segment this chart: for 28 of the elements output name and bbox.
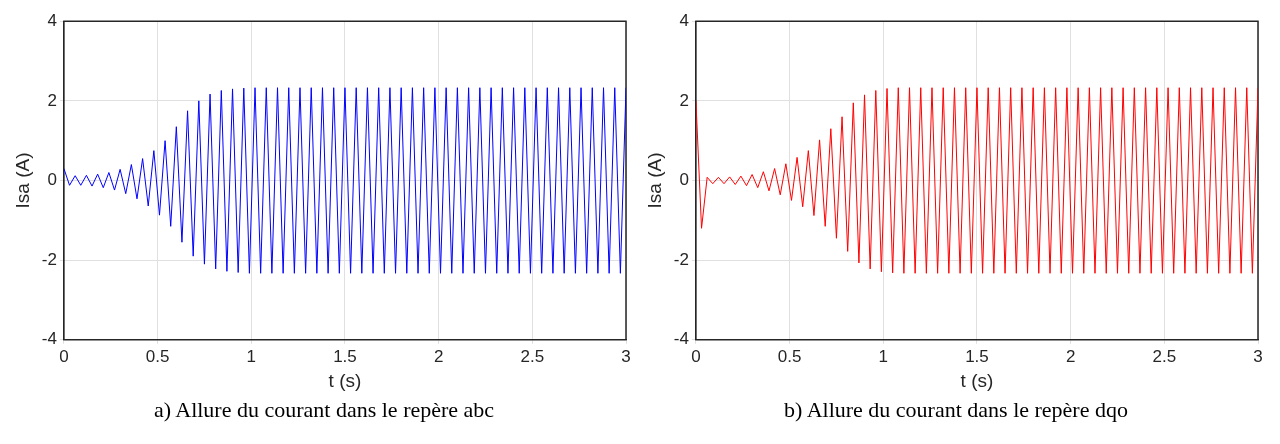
y-tick-label: 0 [47,170,57,190]
x-tick-label: 1 [878,346,889,366]
y-tick-label: 2 [679,90,689,110]
y-tick-label: -4 [41,329,57,349]
y-axis-title: Isa (A) [11,152,33,209]
x-tick-label: 1.5 [333,346,357,366]
x-tick-label: 0.5 [145,346,170,366]
x-tick-label: 2.5 [1152,346,1177,366]
x-tick-label: 2.5 [520,346,545,366]
x-tick-label: 3 [1253,346,1263,366]
text: b) Allure du courant dans le repère dqo [784,397,1128,423]
x-axis-title: t (s) [960,369,994,391]
y-axis-title: Isa (A) [643,152,665,209]
y-tick-label: 4 [47,10,57,30]
y-tick-label: 0 [679,170,689,190]
x-tick-label: 1.5 [965,346,989,366]
x-tick-label: 2 [433,346,444,366]
x-tick-label: 0.5 [777,346,802,366]
y-tick-label: 2 [47,90,57,110]
y-tick-label: -2 [673,249,689,269]
y-tick-label: 4 [679,10,689,30]
y-tick-label: -4 [673,329,689,349]
x-axis-title: t (s) [328,369,362,391]
y-tick-label: -2 [41,249,57,269]
x-tick-label: 1 [246,346,257,366]
text: a) Allure du courant dans le repère abc [153,397,495,423]
x-tick-label: 3 [621,346,631,366]
x-tick-label: 2 [1065,346,1076,366]
